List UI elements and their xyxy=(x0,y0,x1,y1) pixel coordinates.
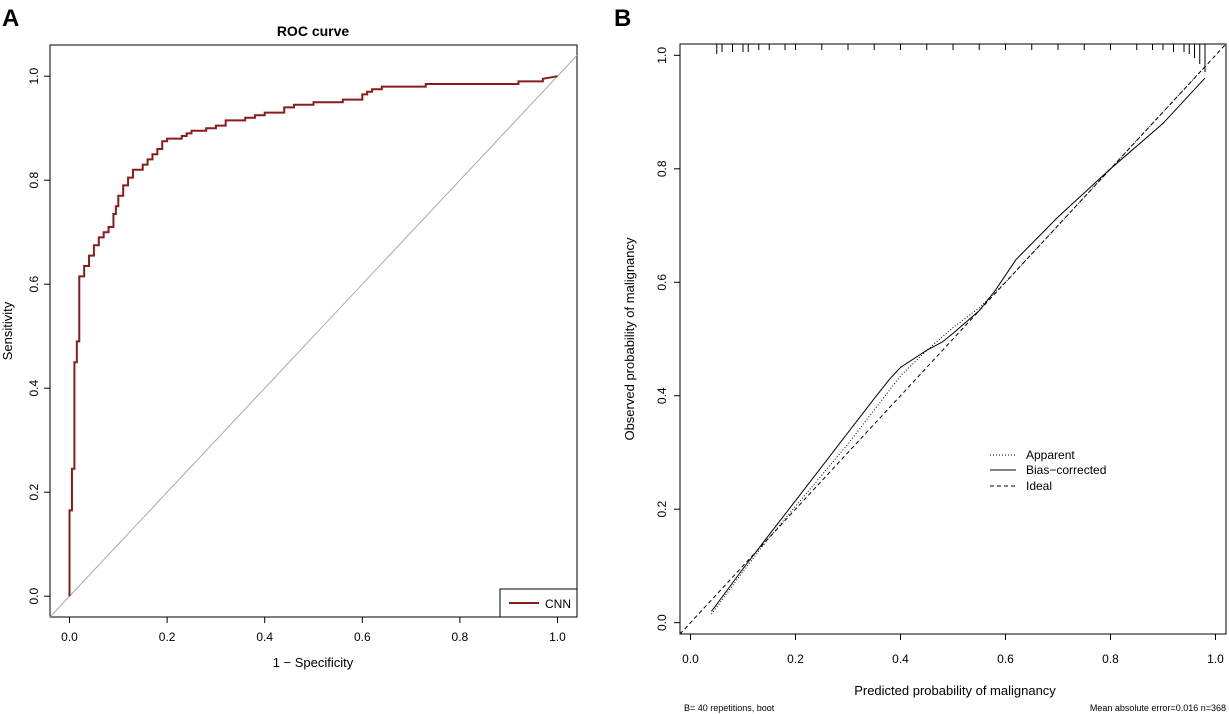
panel-b-x-axis: 0.0 0.2 0.4 0.6 0.8 1.0 xyxy=(682,633,1224,666)
roc-x-tick-label: 0.6 xyxy=(354,630,371,644)
panel-b: B 0.0 0.2 0.4 0.6 0.8 1.0 0.00.20.40.60.81.0 … xyxy=(614,5,1227,713)
roc-chance-line xyxy=(49,55,578,618)
roc-y-tick-label: 0.6 xyxy=(27,276,41,293)
calibration-x-axis-label: Predicted probability of malignancy xyxy=(854,683,1056,698)
roc-y-tick-label: 1.0 xyxy=(27,68,41,85)
roc-x-tick-label: 0.0 xyxy=(61,630,78,644)
panel-b-y-axis: 0.0 0.2 0.4 0.6 0.8 1.0 xyxy=(655,47,681,631)
roc-curve-cnn xyxy=(68,75,558,597)
calibration-footnote-right: Mean absolute error=0.016 n=368 xyxy=(1090,703,1226,713)
roc-y-tick-label: 0.8 xyxy=(27,172,41,189)
roc-legend: CNN xyxy=(499,588,578,618)
calibration-y-tick-label: 0.4 xyxy=(655,387,669,404)
calibration-line-bias-corrected xyxy=(711,77,1206,612)
calibration-x-tick-label: 0.6 xyxy=(997,652,1014,666)
panel-b-letter: B xyxy=(614,5,631,32)
legend-bias-corrected-label: Bias−corrected xyxy=(1026,463,1106,477)
legend-apparent-label: Apparent xyxy=(1026,448,1075,462)
roc-y-tick-label: 0.4 xyxy=(27,380,41,397)
calibration-y-tick-label: 0.6 xyxy=(655,274,669,291)
calibration-x-tick-label: 0.0 xyxy=(682,652,699,666)
calibration-x-tick-label: 0.2 xyxy=(787,652,804,666)
legend-ideal-label: Ideal xyxy=(1026,479,1052,493)
calibration-y-axis-label: Observed probability of malignancy xyxy=(622,237,637,441)
roc-x-tick-label: 0.8 xyxy=(452,630,469,644)
panel-a: A ROC curve 0.0 0.2 0.4 0.6 0.8 1.0 0.0 0.2 0.4… xyxy=(0,5,578,670)
calibration-line-ideal xyxy=(679,43,1227,635)
panel-a-letter: A xyxy=(2,5,19,32)
calibration-legend: Apparent Bias−corrected Ideal xyxy=(990,448,1106,493)
calibration-line-apparent xyxy=(711,66,1206,615)
calibration-y-tick-label: 1.0 xyxy=(655,47,669,64)
calibration-footnote-left: B= 40 repetitions, boot xyxy=(684,703,775,713)
calibration-y-tick-label: 0.2 xyxy=(655,501,669,518)
calibration-x-tick-label: 0.8 xyxy=(1102,652,1119,666)
calibration-plot-area xyxy=(679,43,1227,635)
roc-plot-area xyxy=(49,55,578,618)
calibration-y-tick-label: 0.0 xyxy=(655,614,669,631)
panel-a-plot-frame xyxy=(49,44,578,618)
roc-x-tick-label: 0.4 xyxy=(256,630,273,644)
panel-a-x-axis: 0.0 0.2 0.4 0.6 0.8 1.0 xyxy=(61,616,566,644)
calibration-x-tick-label: 0.4 xyxy=(892,652,909,666)
roc-title: ROC curve xyxy=(277,23,350,39)
calibration-rug xyxy=(716,44,1206,72)
roc-y-tick-label: 0.2 xyxy=(27,484,41,501)
roc-y-tick-label: 0.0 xyxy=(27,588,41,605)
calibration-x-tick-label: 1.0 xyxy=(1207,652,1224,666)
calibration-y-tick-label: 0.8 xyxy=(655,160,669,177)
panel-a-y-axis: 0.0 0.2 0.4 0.6 0.8 1.0 xyxy=(27,68,51,605)
roc-legend-cnn-label: CNN xyxy=(545,597,571,611)
roc-x-axis-label: 1 − Specificity xyxy=(273,655,354,670)
roc-x-tick-label: 1.0 xyxy=(549,630,566,644)
roc-x-tick-label: 0.2 xyxy=(159,630,176,644)
roc-y-axis-label: Sensitivity xyxy=(0,301,15,360)
